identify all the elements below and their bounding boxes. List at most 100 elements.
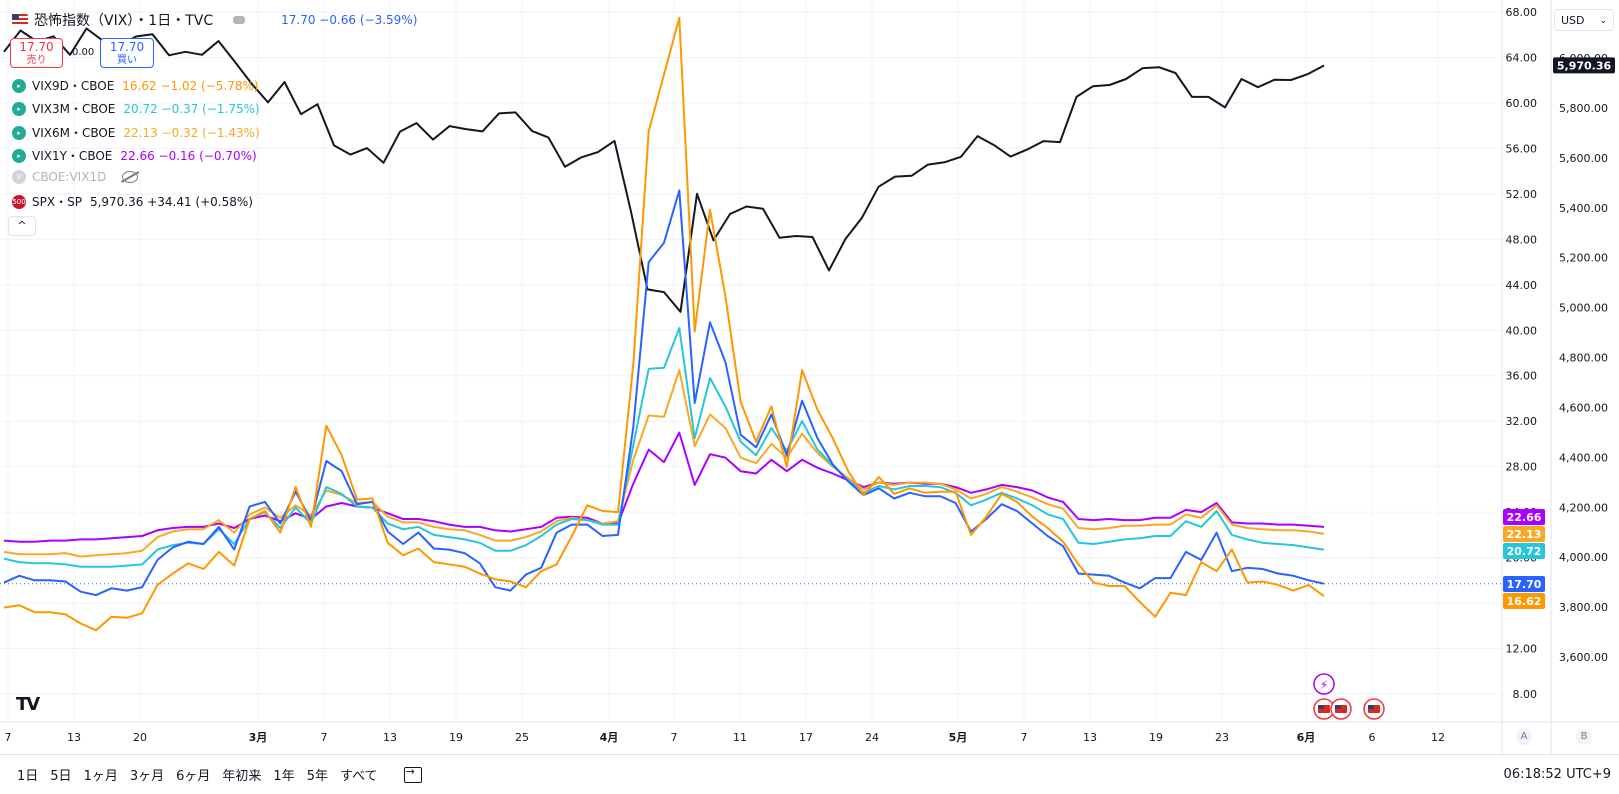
- series-line: [3, 189, 1325, 597]
- x-axis-tick: 7: [5, 731, 12, 744]
- series-name: VIX9D・CBOE: [32, 79, 115, 93]
- series-values: 20.72 −0.37 (−1.75%): [123, 101, 260, 116]
- left-axis-tick: 64.00: [1506, 51, 1538, 64]
- range-button[interactable]: 6ヶ月: [176, 769, 211, 784]
- tradingview-logo[interactable]: TV: [16, 694, 40, 715]
- x-axis-tick: 13: [1083, 731, 1097, 744]
- chevron-down-icon: ⌄: [1599, 16, 1607, 26]
- series-line: [3, 27, 1325, 313]
- range-button[interactable]: 1ヶ月: [83, 769, 118, 784]
- right-axis-tick: 5,000.00: [1559, 302, 1608, 315]
- currency-select[interactable]: USD ⌄: [1554, 9, 1614, 31]
- range-button[interactable]: 5年: [306, 769, 328, 784]
- main-quote: 17.70 −0.66 (−3.59%): [281, 13, 418, 27]
- last-value-badge: [1503, 576, 1545, 592]
- x-axis-tick: 24: [865, 731, 879, 744]
- us-flag-icon: [12, 14, 28, 26]
- left-axis-tick: 8.00: [1513, 688, 1538, 701]
- right-axis-tick: 5,400.00: [1559, 202, 1608, 215]
- range-button[interactable]: 年初来: [222, 769, 262, 784]
- right-axis-tick: 4,600.00: [1559, 401, 1608, 414]
- legend-title-row: 恐怖指数（VIX）・1日・TVC 17.70 −0.66 (−3.59%): [12, 10, 417, 30]
- right-axis-tick: 5,600.00: [1559, 152, 1608, 165]
- range-button[interactable]: 1年: [273, 769, 295, 784]
- left-axis-tick: 44.00: [1506, 279, 1538, 292]
- series-legend-row[interactable]: V CBOE:VIX1D: [12, 170, 139, 184]
- x-axis-tick: 3月: [249, 731, 268, 744]
- x-axis-tick: 25: [515, 731, 529, 744]
- right-axis-tick: 3,800.00: [1559, 601, 1608, 614]
- flag-canton: [1318, 705, 1324, 709]
- last-value-text: 22.13: [1507, 528, 1542, 541]
- left-axis-tick: 56.00: [1506, 142, 1538, 155]
- x-axis-tick: 17: [799, 731, 813, 744]
- x-axis-tick: 19: [1149, 731, 1163, 744]
- range-button[interactable]: 1日: [17, 769, 39, 784]
- buy-price: 17.70: [109, 40, 145, 54]
- scale-b-button[interactable]: B: [1576, 729, 1592, 745]
- right-axis-tick: 3,600.00: [1559, 651, 1608, 664]
- last-value-text: 5,970.36: [1557, 59, 1612, 72]
- left-axis-tick: 12.00: [1506, 643, 1538, 656]
- buy-button[interactable]: 17.70 買い: [100, 38, 154, 68]
- x-axis-tick: 4月: [600, 731, 619, 744]
- series-name: VIX3M・CBOE: [32, 102, 116, 116]
- series-line: [3, 16, 1325, 632]
- green-play-icon: ▸: [12, 78, 26, 93]
- event-markers: ⚡: [1313, 673, 1385, 720]
- range-button[interactable]: 5日: [50, 769, 72, 784]
- right-axis-tick: 4,400.00: [1559, 451, 1608, 464]
- range-button[interactable]: 3ヶ月: [129, 769, 165, 784]
- x-axis-tick: 23: [1215, 731, 1229, 744]
- right-axis-tick: 5,200.00: [1559, 252, 1608, 265]
- lightning-icon: ⚡: [1320, 678, 1328, 692]
- series-line: [3, 369, 1325, 558]
- last-value-badge: [1503, 593, 1545, 609]
- last-value-badge: [1553, 57, 1615, 74]
- bottom-toolbar: 1日 5日 1ヶ月 3ヶ月 6ヶ月 年初来 1年 5年 すべて 06:18:52…: [0, 754, 1619, 794]
- spread-value: 0.00: [72, 47, 95, 58]
- green-play-icon: ▸: [12, 101, 26, 116]
- green-play-icon: ▸: [12, 125, 26, 140]
- last-value-text: 17.70: [1507, 578, 1542, 591]
- series-legend-row[interactable]: ▸ VIX9D・CBOE 16.62 −1.02 (−5.78%): [12, 77, 265, 94]
- goto-date-icon[interactable]: [403, 765, 422, 783]
- x-axis-tick: 6月: [1297, 731, 1316, 744]
- clock[interactable]: 06:18:52 UTC+9: [1503, 767, 1611, 782]
- right-axis-tick: 4,800.00: [1559, 352, 1608, 365]
- last-value-labels: 22.66 22.13 20.72 17.70 16.62 5,970.36: [1503, 57, 1615, 609]
- series-legend-row[interactable]: 500 SPX・SP 5,970.36 +34.41 (+0.58%): [12, 193, 259, 210]
- x-axis-tick: 20: [133, 731, 147, 744]
- series-lines: [3, 16, 1325, 632]
- collapse-dash-icon[interactable]: [233, 16, 246, 24]
- series-values: 5,970.36 +34.41 (+0.58%): [89, 194, 253, 209]
- x-axis: 7 13 20 3月 7 13 19 25 4月 7 11 17 24 5月 7 13 19 23 6月 6 12: [5, 731, 1446, 744]
- left-axis-tick: 68.00: [1506, 6, 1538, 19]
- left-axis-tick: 52.00: [1506, 188, 1538, 201]
- right-axis: 6,000.005,800.005,600.005,400.005,200.00…: [1559, 52, 1608, 664]
- left-axis-tick: 28.00: [1506, 461, 1538, 474]
- sell-price: 17.70: [19, 40, 54, 54]
- flag-canton: [1368, 705, 1374, 709]
- series-name: SPX・SP: [32, 195, 82, 209]
- hidden-eye-icon[interactable]: [122, 171, 139, 183]
- chevron-up-icon[interactable]: ^: [8, 216, 36, 236]
- x-axis-tick: 5月: [949, 731, 968, 744]
- series-legend-row[interactable]: ▸ VIX1Y・CBOE 22.66 −0.16 (−0.70%): [12, 147, 263, 164]
- right-axis-tick: 5,800.00: [1559, 102, 1608, 115]
- sell-button[interactable]: 17.70 売り: [10, 38, 63, 68]
- grey-v-icon: V: [12, 170, 26, 184]
- series-name: VIX1Y・CBOE: [32, 149, 113, 163]
- x-axis-tick: 12: [1431, 731, 1445, 744]
- buy-label: 買い: [117, 55, 137, 66]
- x-axis-tick: 13: [383, 731, 397, 744]
- chart-title[interactable]: 恐怖指数（VIX）・1日・TVC: [34, 13, 214, 29]
- range-button[interactable]: すべて: [339, 769, 378, 784]
- series-legend-row[interactable]: ▸ VIX6M・CBOE 22.13 −0.32 (−1.43%): [12, 124, 266, 141]
- x-axis-tick: 19: [449, 731, 463, 744]
- x-axis-tick: 7: [321, 731, 328, 744]
- series-legend-row[interactable]: ▸ VIX3M・CBOE 20.72 −0.37 (−1.75%): [12, 100, 266, 117]
- scale-a-button[interactable]: A: [1516, 729, 1532, 745]
- flag-canton: [1335, 705, 1341, 709]
